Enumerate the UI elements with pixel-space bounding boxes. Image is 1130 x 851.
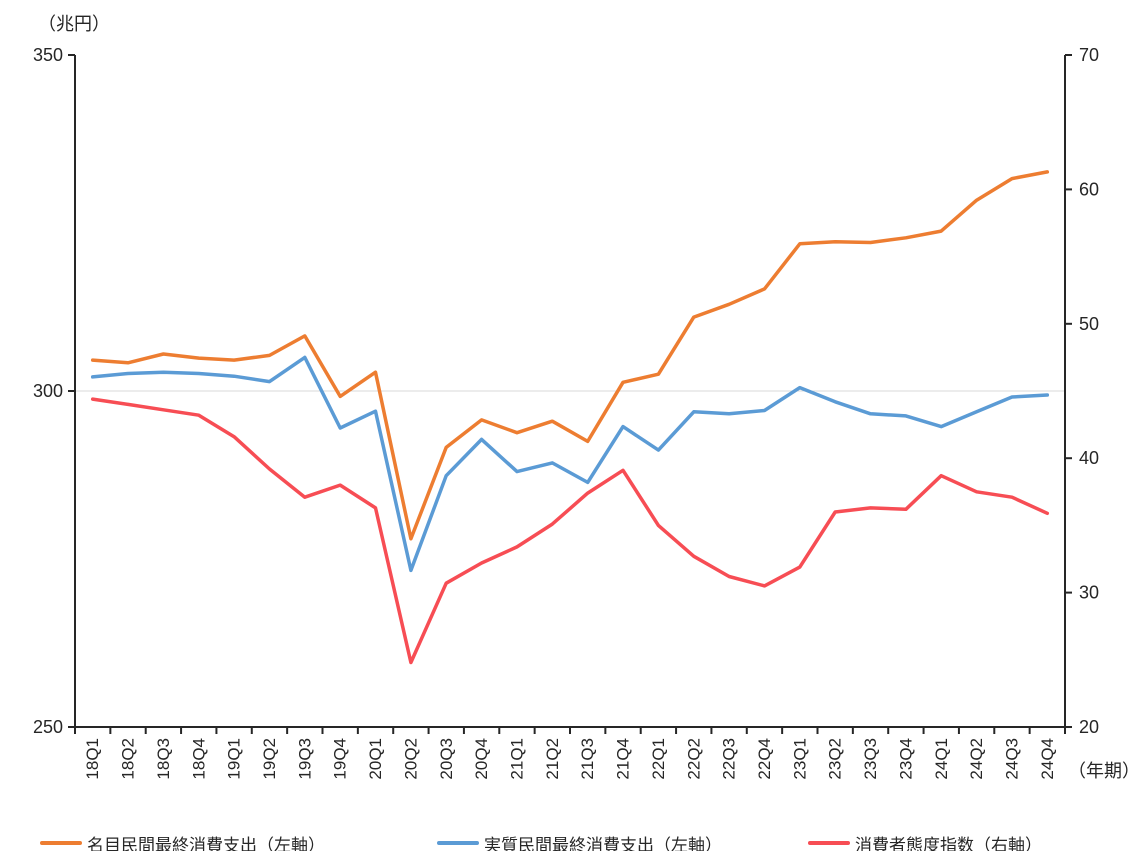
legend-label-consumer-confidence: 消費者態度指数（右軸） bbox=[855, 835, 1042, 851]
legend-line-swatch-red-icon bbox=[808, 841, 850, 845]
x-axis-category-label: 18Q2 bbox=[119, 738, 138, 780]
y-axis-left-tick-label: 300 bbox=[33, 381, 63, 401]
x-axis-category-label: 23Q2 bbox=[826, 738, 845, 780]
x-axis-category-label: 24Q4 bbox=[1038, 738, 1057, 780]
x-axis-category-label: 23Q1 bbox=[790, 738, 809, 780]
x-axis-category-label: 20Q4 bbox=[472, 738, 491, 780]
x-axis-category-label: 22Q3 bbox=[720, 738, 739, 780]
y-axis-right-tick-label: 50 bbox=[1079, 314, 1099, 334]
x-axis-category-label: 21Q2 bbox=[543, 738, 562, 780]
left-axis-unit-label: （兆円） bbox=[38, 14, 110, 34]
x-axis-category-label: 20Q3 bbox=[437, 738, 456, 780]
x-axis-category-label: 19Q4 bbox=[331, 738, 350, 780]
x-axis-category-label: 18Q1 bbox=[83, 738, 102, 780]
legend-item-real-consumption: 実質民間最終消費支出（左軸） bbox=[437, 832, 722, 851]
series-line-real-consumption bbox=[90, 355, 1050, 573]
y-axis-right-tick-label: 70 bbox=[1079, 45, 1099, 65]
legend-line-swatch-orange-icon bbox=[40, 841, 82, 845]
x-axis-category-label: 24Q1 bbox=[932, 738, 951, 780]
x-axis-category-label: 22Q2 bbox=[684, 738, 703, 780]
x-axis-category-label: 20Q1 bbox=[366, 738, 385, 780]
legend-label-nominal-consumption: 名目民間最終消費支出（左軸） bbox=[87, 835, 325, 851]
legend-label-real-consumption: 実質民間最終消費支出（左軸） bbox=[484, 835, 722, 851]
x-axis-category-label: 19Q1 bbox=[225, 738, 244, 780]
chart-legend: 名目民間最終消費支出（左軸） 実質民間最終消費支出（左軸） 消費者態度指数（右軸… bbox=[0, 832, 1130, 851]
x-axis-category-label: 18Q4 bbox=[189, 738, 208, 780]
series-line-consumer-confidence bbox=[90, 397, 1050, 665]
x-axis-category-label: 23Q3 bbox=[861, 738, 880, 780]
y-axis-right-tick-label: 60 bbox=[1079, 179, 1099, 199]
legend-item-nominal-consumption: 名目民間最終消費支出（左軸） bbox=[40, 832, 325, 851]
x-axis-category-label: 20Q2 bbox=[401, 738, 420, 780]
x-axis-category-label: 24Q3 bbox=[1002, 738, 1021, 780]
x-axis-category-label: 22Q1 bbox=[649, 738, 668, 780]
y-axis-right-tick-label: 30 bbox=[1079, 583, 1099, 603]
y-axis-right-tick-label: 20 bbox=[1079, 717, 1099, 737]
y-axis-left-tick-label: 250 bbox=[33, 717, 63, 737]
line-chart-plot: 250 300 350 20 30 40 50 60 70 18Q1 18Q2 18Q3 18Q4 19Q… bbox=[33, 45, 1099, 780]
x-axis-category-label: 21Q4 bbox=[614, 738, 633, 780]
y-axis-left-tick-label: 350 bbox=[33, 45, 63, 65]
x-axis-category-label: 19Q3 bbox=[295, 738, 314, 780]
x-axis-unit-label: （年期） bbox=[1068, 761, 1130, 781]
y-axis-right-tick-label: 40 bbox=[1079, 448, 1099, 468]
legend-line-swatch-blue-icon bbox=[437, 841, 479, 845]
x-axis-category-label: 19Q2 bbox=[260, 738, 279, 780]
x-axis-category-label: 18Q3 bbox=[154, 738, 173, 780]
x-axis-category-label: 22Q4 bbox=[755, 738, 774, 780]
x-axis-category-label: 21Q3 bbox=[578, 738, 597, 780]
legend-item-consumer-confidence: 消費者態度指数（右軸） bbox=[808, 832, 1042, 851]
series-line-nominal-consumption bbox=[90, 170, 1050, 541]
x-axis-category-label: 21Q1 bbox=[507, 738, 526, 780]
x-axis-category-label: 23Q4 bbox=[896, 738, 915, 780]
x-axis-category-label: 24Q2 bbox=[967, 738, 986, 780]
